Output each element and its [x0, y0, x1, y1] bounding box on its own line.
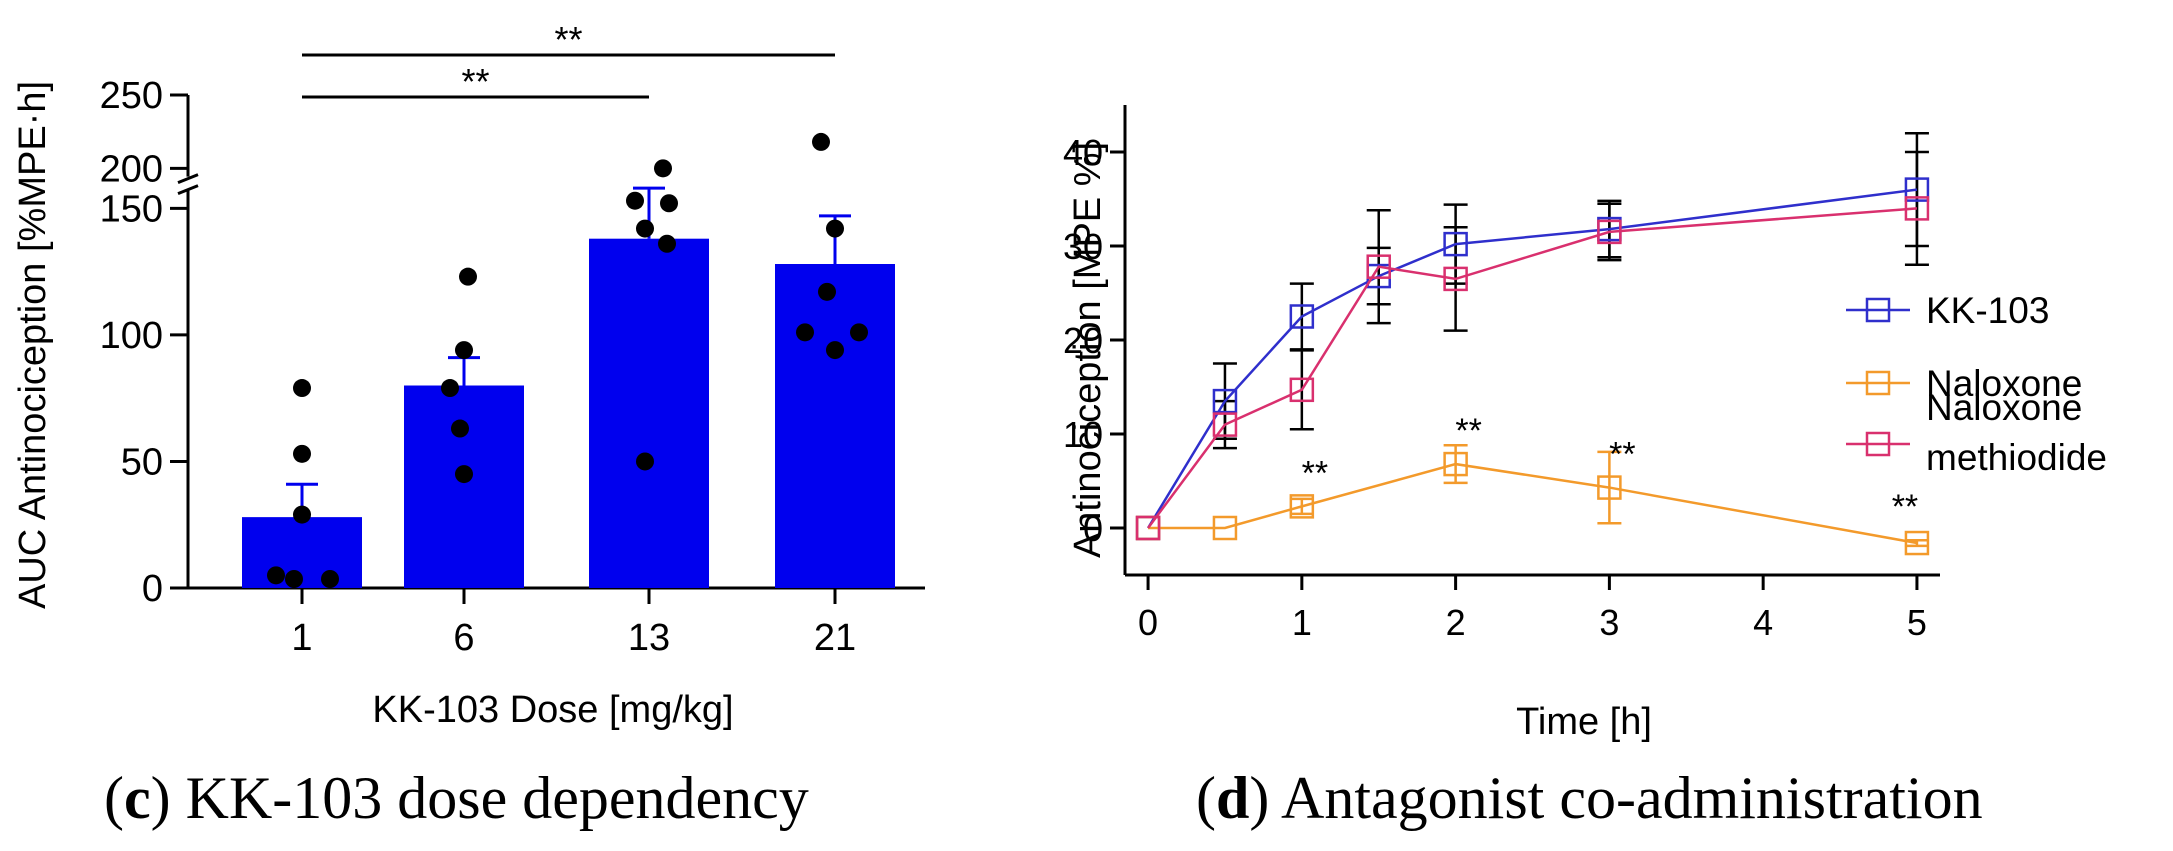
bar	[589, 238, 709, 588]
series-line	[1147, 207, 1918, 529]
caption-d-text: Antagonist co-administration	[1281, 765, 1983, 831]
data-marker	[1289, 377, 1315, 403]
significance-label: **	[1302, 454, 1328, 492]
data-marker	[1289, 494, 1315, 519]
y-tick-label: 30	[1063, 226, 1103, 267]
data-marker	[1597, 475, 1622, 500]
data-point	[459, 267, 477, 286]
axis-break-mark	[177, 184, 199, 196]
data-marker	[1904, 196, 1930, 221]
y-tick-label: 50	[121, 441, 163, 483]
legend-label: KK-103	[1926, 290, 2049, 331]
y-tick-label: 100	[100, 315, 163, 357]
caption-c-letter: c	[123, 765, 151, 831]
data-point	[796, 323, 814, 342]
x-tick-label: 1	[1292, 602, 1312, 643]
data-point	[626, 191, 644, 210]
significance-label: **	[1892, 488, 1918, 526]
data-point	[660, 194, 678, 213]
y-tick-label: 150	[100, 188, 163, 230]
data-point	[826, 219, 844, 238]
significance-label: **	[554, 19, 582, 60]
y-tick-label: 20	[1063, 320, 1103, 361]
x-tick-label: 0	[1138, 602, 1158, 643]
data-point	[636, 219, 654, 238]
x-tick-label: 2	[1446, 602, 1466, 643]
data-marker	[1289, 304, 1315, 329]
data-point	[285, 570, 303, 588]
data-point	[441, 379, 459, 398]
y-tick-label: 10	[1063, 414, 1103, 455]
data-point	[636, 452, 654, 471]
data-point	[455, 341, 473, 360]
series-line	[1148, 462, 1918, 545]
data-marker	[1904, 177, 1930, 202]
data-point	[321, 570, 339, 588]
data-point	[293, 379, 311, 398]
significance-label: **	[461, 61, 489, 102]
line-chart-x-axis-label: Time [h]	[1516, 701, 1652, 743]
data-marker	[1366, 254, 1391, 279]
x-tick-label: 6	[453, 617, 474, 659]
legend-marker	[1865, 431, 1891, 457]
x-tick-label: 5	[1907, 602, 1927, 643]
data-marker	[1597, 219, 1622, 245]
significance-label: **	[1609, 436, 1635, 474]
data-point	[451, 419, 469, 438]
caption-c-text: KK-103 dose dependency	[185, 765, 809, 831]
y-tick-label: 200	[100, 148, 163, 190]
y-tick-label: 0	[142, 568, 163, 610]
data-point	[654, 159, 672, 178]
axis-break-mark	[177, 173, 199, 185]
data-point	[293, 444, 311, 463]
line-chart-panel: Antinociception [MPE %] Time [h] 0102030…	[1063, 105, 2107, 743]
bar-chart-panel: AUC Antinociception [%MPE·h] KK-103 Dose…	[12, 19, 925, 731]
significance-label: **	[1455, 412, 1481, 450]
y-tick-label: 0	[1083, 508, 1103, 549]
data-marker	[1443, 231, 1468, 257]
y-tick-label: 40	[1063, 132, 1103, 173]
x-tick-label: 21	[814, 617, 856, 659]
data-point	[267, 566, 285, 585]
data-marker	[1212, 515, 1238, 541]
x-tick-label: 13	[628, 617, 670, 659]
caption-d-letter: d	[1215, 765, 1250, 831]
data-marker	[1212, 388, 1238, 414]
data-marker	[1904, 530, 1930, 556]
data-marker	[1443, 451, 1468, 477]
legend-label: Naloxone	[1926, 363, 2082, 404]
data-point	[850, 323, 868, 342]
legend-marker	[1865, 297, 1891, 323]
x-tick-label: 4	[1753, 602, 1773, 643]
data-point	[658, 234, 676, 253]
data-marker	[1135, 515, 1161, 541]
series-line	[1146, 188, 1918, 529]
line-chart-y-axis-label: Antinociception [MPE %]	[1067, 142, 1109, 558]
legend-marker	[1865, 370, 1891, 396]
x-tick-label: 3	[1599, 602, 1619, 643]
data-marker	[1212, 412, 1238, 437]
y-tick-label: 250	[100, 75, 163, 117]
data-point	[455, 465, 473, 484]
x-tick-label: 1	[291, 617, 312, 659]
bar-chart-x-axis-label: KK-103 Dose [mg/kg]	[372, 689, 733, 731]
bar	[775, 264, 895, 588]
legend-label: methiodide	[1926, 437, 2107, 478]
caption-d: (d) Antagonist co-administration	[1196, 765, 1983, 831]
bar-chart-y-axis-label: AUC Antinociception [%MPE·h]	[12, 81, 54, 609]
legend-label: Naloxone	[1926, 387, 2082, 428]
data-point	[826, 341, 844, 360]
data-point	[818, 282, 836, 301]
data-point	[293, 505, 311, 524]
caption-c: (c) KK-103 dose dependency	[104, 765, 809, 831]
data-marker	[1443, 266, 1468, 292]
bar	[404, 385, 524, 588]
data-point	[812, 132, 830, 151]
